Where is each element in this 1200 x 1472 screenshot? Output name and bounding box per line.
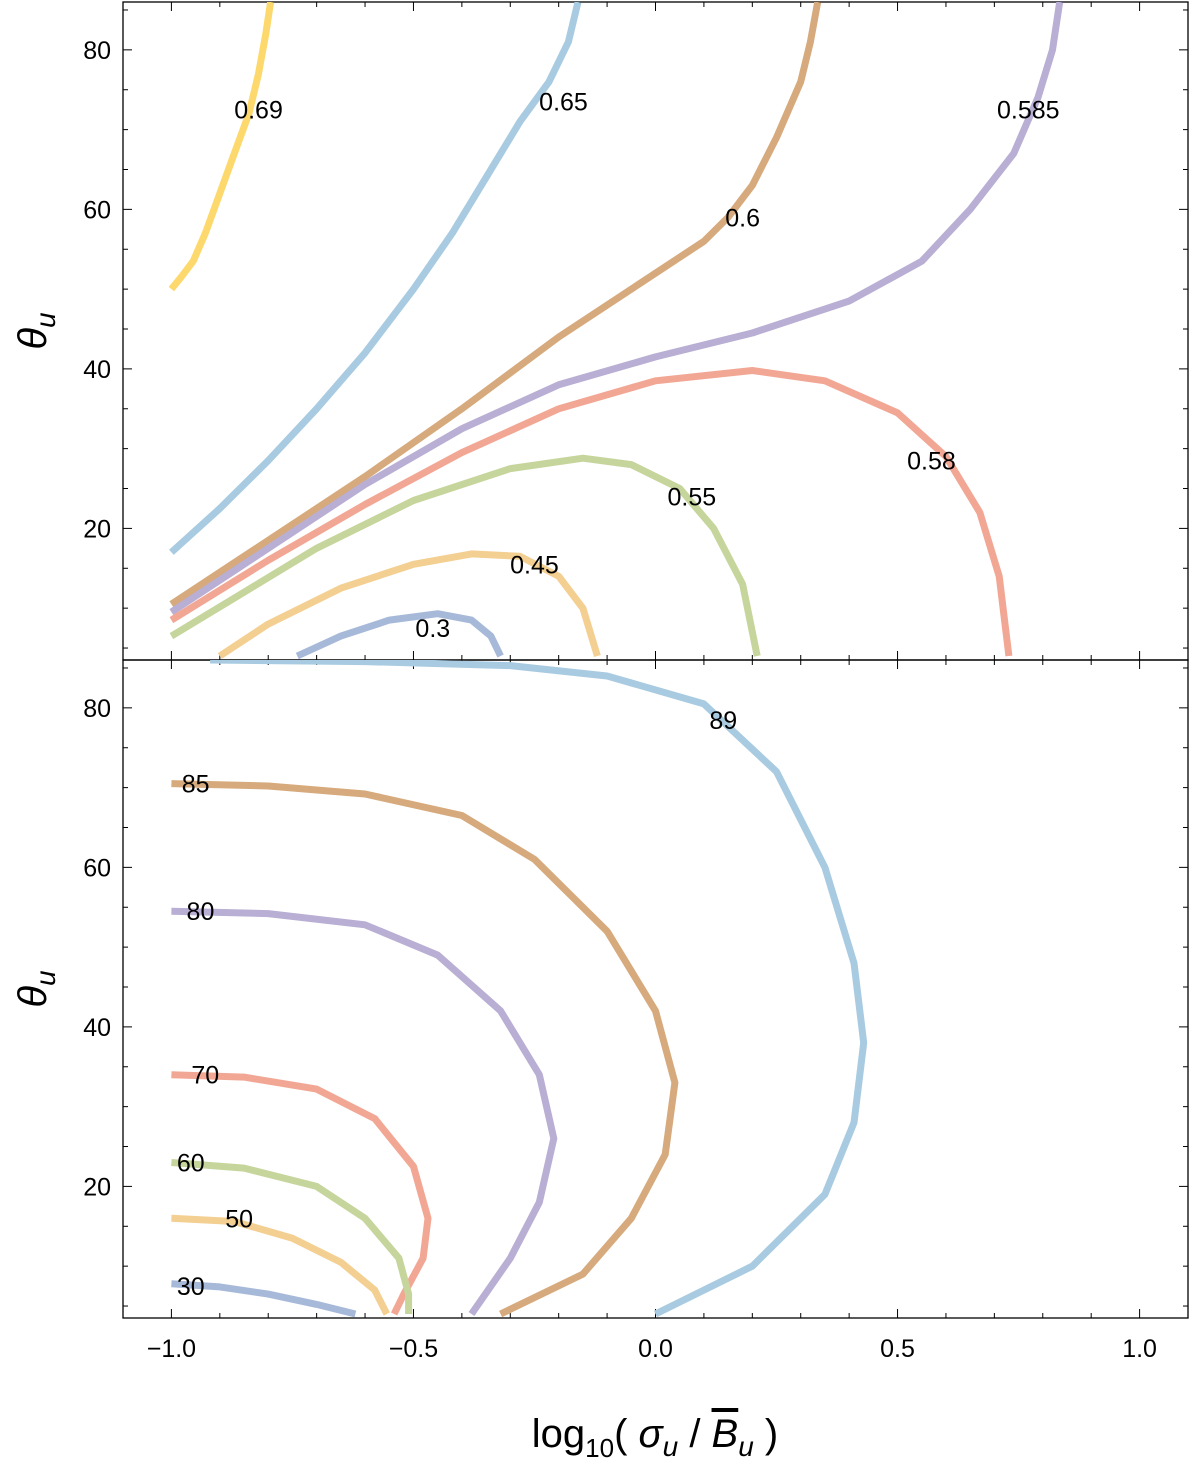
contour-0.65 — [169, 2, 582, 555]
contour-label-0.58: 0.58 — [907, 448, 956, 476]
x-tick-label: 0.5 — [880, 1335, 915, 1363]
contour-60 — [171, 1159, 413, 1314]
contour-label-89: 89 — [709, 707, 737, 735]
contour-0.45 — [217, 550, 601, 659]
panel-top: 20 40 60 80 θu 0.69 0.65 0.6 0.585 0.58 0.55 0.45 0.… — [11, 1, 1189, 661]
contour-0.6 — [169, 2, 822, 608]
contour-70 — [171, 1071, 432, 1316]
contour-label-85: 85 — [182, 771, 210, 799]
y-tick-label: 20 — [83, 1173, 111, 1201]
y-axis-title: θu — [11, 312, 61, 350]
contour-label-80: 80 — [187, 898, 215, 926]
panel-bottom: 20 40 60 80 θu 89 85 80 70 60 50 30 — [11, 659, 1189, 1319]
contour-label-70: 70 — [191, 1062, 219, 1090]
y-tick-label: 80 — [83, 37, 111, 65]
contour-label-0.65: 0.65 — [539, 89, 588, 117]
y-tick-label: 40 — [83, 1014, 111, 1042]
x-axis-title: log10( σu / Bu ) — [532, 1412, 779, 1463]
contour-lines — [171, 660, 868, 1318]
contour-30 — [171, 1280, 357, 1318]
x-tick-label: −0.5 — [389, 1335, 438, 1363]
contour-label-0.6: 0.6 — [725, 204, 760, 232]
plot-frame — [122, 659, 1189, 1319]
contour-label-0.3: 0.3 — [415, 615, 450, 643]
y-tick-label: 40 — [83, 356, 111, 384]
contour-50 — [171, 1214, 390, 1316]
y-tick-label: 80 — [83, 695, 111, 723]
contour-0.55 — [169, 454, 761, 657]
contour-0.69 — [168, 2, 275, 292]
contour-0.58 — [169, 367, 1013, 657]
contour-85 — [171, 780, 679, 1318]
contour-89 — [210, 660, 868, 1318]
contour-label-0.585: 0.585 — [997, 97, 1060, 125]
contour-80 — [171, 907, 558, 1316]
y-axis-title: θu — [11, 970, 61, 1008]
contour-label-0.45: 0.45 — [510, 551, 559, 579]
x-tick-label: 1.0 — [1122, 1335, 1157, 1363]
contour-0.3 — [295, 610, 504, 660]
contour-lines — [168, 2, 1064, 660]
contour-label-60: 60 — [177, 1149, 205, 1177]
contour-0.585 — [169, 2, 1064, 616]
contour-label-0.55: 0.55 — [667, 483, 716, 511]
x-tick-label: −1.0 — [147, 1335, 196, 1363]
y-tick-label: 60 — [83, 854, 111, 882]
y-tick-label: 20 — [83, 515, 111, 543]
contour-label-50: 50 — [225, 1205, 253, 1233]
contour-label-0.69: 0.69 — [234, 97, 283, 125]
contour-label-30: 30 — [177, 1273, 205, 1301]
y-tick-label: 60 — [83, 196, 111, 224]
x-tick-label: 0.0 — [638, 1335, 673, 1363]
